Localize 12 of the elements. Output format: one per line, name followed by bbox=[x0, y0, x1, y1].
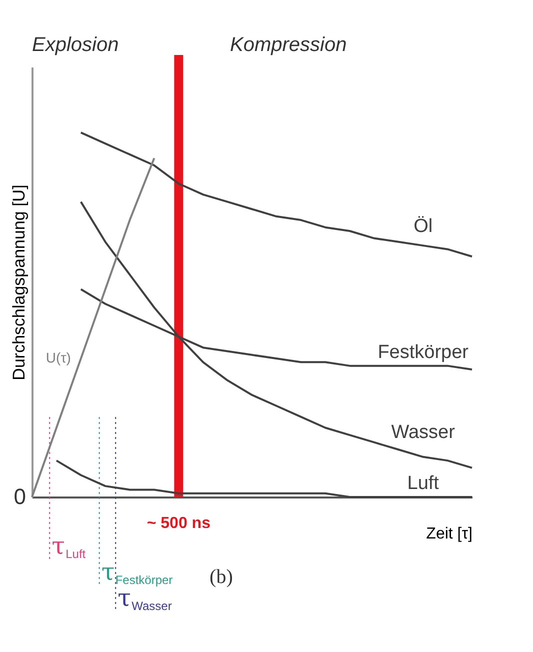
series-label: Wasser bbox=[391, 422, 456, 443]
text: ~ 500 ns bbox=[146, 515, 211, 532]
y-axis-title: Durchschlagspannung [U] bbox=[10, 184, 28, 380]
series-label: Öl bbox=[414, 216, 433, 238]
text: Kompression bbox=[230, 34, 347, 56]
text: 0 bbox=[14, 484, 26, 509]
text: Explosion bbox=[32, 34, 119, 56]
series-label: Festkörper bbox=[378, 342, 470, 363]
series-label: U(τ) bbox=[46, 350, 71, 366]
x-axis-title: Zeit [τ] bbox=[426, 526, 472, 542]
text: (b) bbox=[210, 566, 233, 588]
series-label: Luft bbox=[407, 473, 440, 494]
